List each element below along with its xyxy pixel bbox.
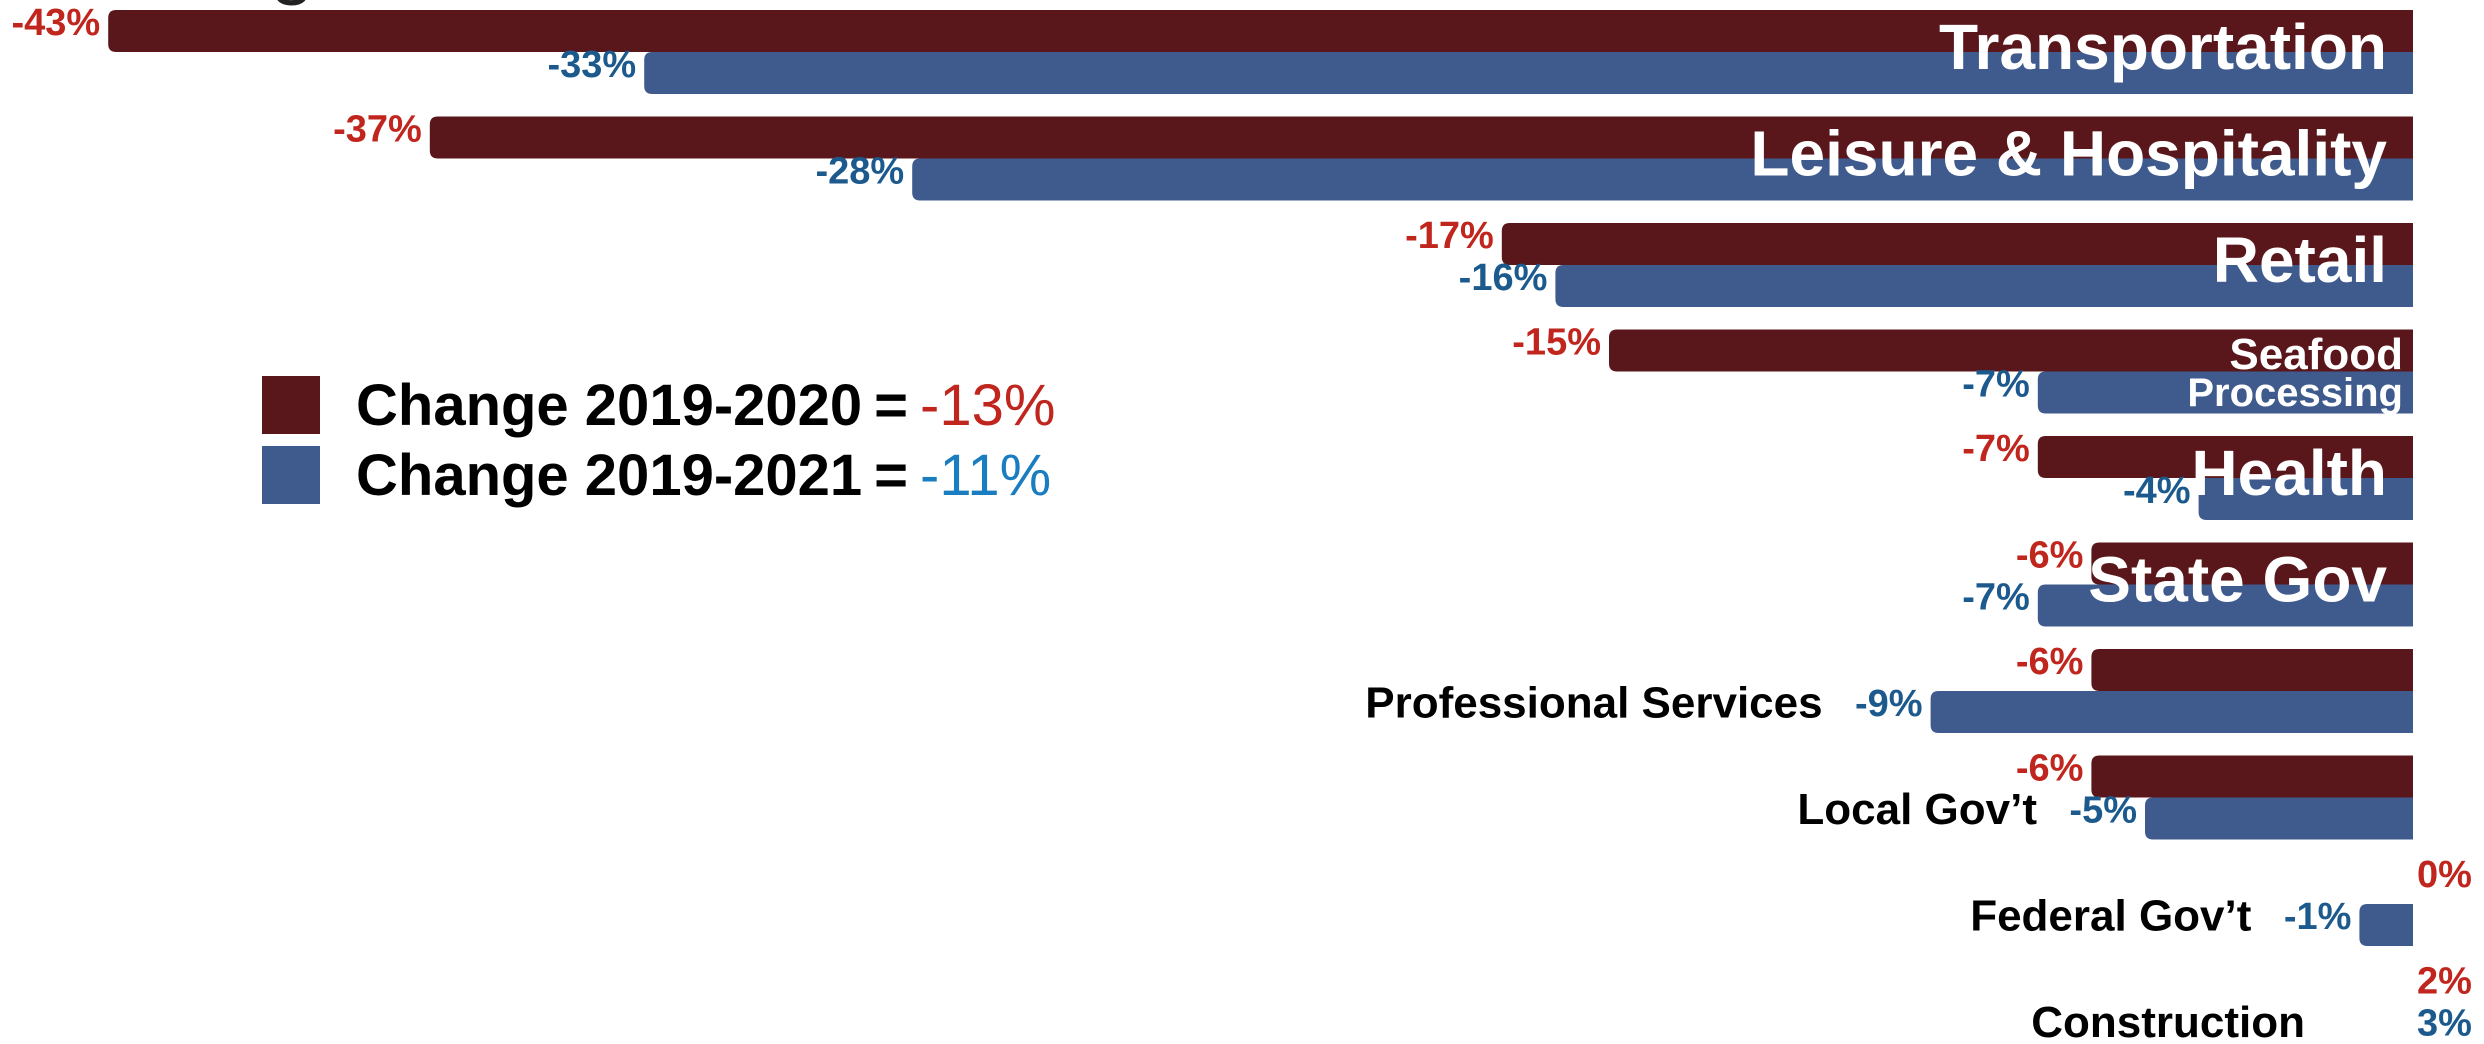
category-label-retail: Retail (2213, 224, 2387, 296)
value-label-2020-leisure-hospitality: -37% (333, 109, 422, 151)
bar-2020-transportation (108, 10, 2414, 52)
category-label-federal-gov-t: Federal Gov’t (1970, 892, 2252, 941)
value-label-2020-professional-services: -6% (2016, 641, 2084, 683)
value-label-2020-local-gov-t: -6% (2016, 748, 2084, 790)
legend-equals-2020: = (874, 372, 909, 438)
value-label-2020-federal-gov-t: 0% (2417, 854, 2472, 896)
legend-label-2020: Change 2019-2020 (356, 372, 863, 438)
bar-2021-retail (1555, 265, 2413, 307)
bar-2021-local-gov-t (2145, 797, 2413, 840)
bar-2020-state-gov (2091, 542, 2413, 585)
legend-label-2021: Change 2019-2021 (356, 442, 863, 508)
legend-swatch-2021 (262, 446, 320, 504)
category-label-construction: Construction (2031, 998, 2305, 1044)
legend-entry-2020: Change 2019-2020 = -13% (262, 372, 1056, 438)
bar-2021-state-gov (2037, 584, 2413, 627)
value-label-2020-construction: 2% (2417, 961, 2472, 1003)
value-label-2021-construction: 3% (2417, 1003, 2472, 1044)
bar-2020-local-gov-t (2091, 755, 2413, 798)
bar-2020-health (2037, 436, 2413, 478)
category-label-professional-services: Professional Services (1365, 679, 1822, 728)
bar-2020-professional-services (2091, 649, 2413, 691)
value-label-2021-federal-gov-t: -1% (2284, 896, 2352, 938)
category-label-transportation: Transportation (1939, 11, 2387, 83)
bar-2020-leisure-hospitality (429, 116, 2413, 159)
value-label-2021-seafood-processing: -7% (1962, 364, 2030, 406)
value-label-2021-local-gov-t: -5% (2069, 790, 2137, 832)
clipped-title-fragment: g (270, 0, 350, 14)
bar-2021-professional-services (1930, 691, 2413, 733)
value-label-2021-transportation: -33% (547, 44, 636, 86)
category-label-state-gov: State Gov (2088, 543, 2387, 615)
category-label-seafood-processing-line2: Processing (2187, 371, 2403, 415)
legend-equals-2021: = (874, 442, 909, 508)
bar-2021-federal-gov-t (2359, 904, 2413, 946)
value-label-2020-retail: -17% (1405, 215, 1494, 257)
category-label-leisure-hospitality: Leisure & Hospitality (1750, 117, 2387, 189)
bar-2021-seafood-processing (2037, 371, 2413, 414)
value-label-2020-seafood-processing: -15% (1512, 322, 1601, 364)
legend-value-2020: -13% (920, 372, 1056, 438)
category-label-local-gov-t: Local Gov’t (1797, 785, 2037, 834)
legend-swatch-2020 (262, 376, 320, 434)
bar-2020-retail (1501, 223, 2413, 265)
bar-2021-leisure-hospitality (912, 158, 2414, 201)
value-label-2021-state-gov: -7% (1962, 577, 2030, 619)
value-label-2021-professional-services: -9% (1855, 683, 1923, 725)
bar-2021-health (2198, 478, 2413, 520)
bar-2021-transportation (644, 52, 2414, 94)
category-label-health: Health (2191, 437, 2387, 509)
value-label-2020-transportation: -43% (11, 2, 100, 44)
bar-2020-seafood-processing (1609, 329, 2413, 372)
value-label-2021-retail: -16% (1459, 257, 1548, 299)
value-label-2020-health: -7% (1962, 428, 2030, 470)
legend-entry-2021: Change 2019-2021 = -11% (262, 442, 1052, 508)
value-label-2020-state-gov: -6% (2016, 535, 2084, 577)
value-label-2021-health: -4% (2123, 470, 2191, 512)
value-label-2021-leisure-hospitality: -28% (815, 151, 904, 193)
legend-value-2021: -11% (920, 442, 1052, 508)
category-label-seafood-processing-line1: Seafood (2229, 330, 2403, 379)
